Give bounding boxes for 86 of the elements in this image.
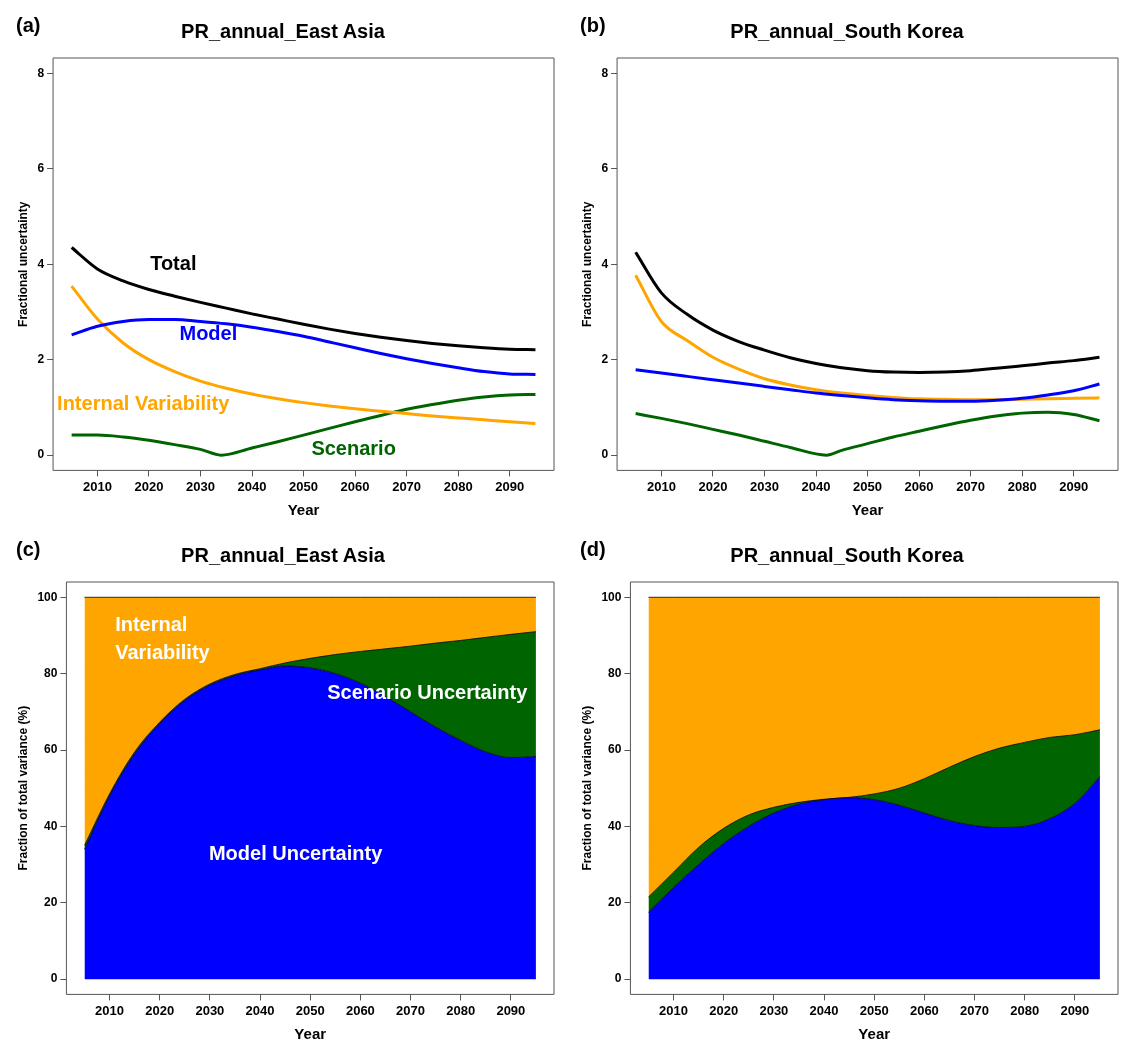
text: (a) — [16, 13, 41, 36]
series-label: Model — [179, 321, 238, 344]
chart-title: PR_annual_East Asia — [181, 543, 386, 566]
y-tick-label: 80 — [608, 665, 622, 680]
x-tick-label: 2060 — [340, 478, 370, 494]
x-axis-title: Year — [851, 501, 884, 519]
x-tick-label: 2080 — [443, 478, 473, 494]
y-tick-label: 6 — [601, 161, 609, 176]
series-label: Model Uncertainty — [208, 841, 384, 864]
x-tick-label: 2020 — [698, 478, 728, 494]
x-axis-title: Year — [287, 501, 320, 519]
x-tick-label: 2010 — [646, 478, 676, 494]
y-axis-title: Fractional uncertainty — [579, 201, 594, 327]
x-tick-label: 2060 — [904, 478, 934, 494]
line-series — [634, 410, 1101, 457]
x-tick-label: 2050 — [289, 478, 318, 494]
line-series — [70, 245, 537, 352]
y-tick-label: 100 — [601, 589, 622, 604]
x-tick-label: 2030 — [195, 1002, 225, 1018]
series-label: Internal Variability — [115, 613, 211, 664]
x-tick-label: 2070 — [392, 478, 422, 494]
x-tick-label: 2020 — [709, 1002, 739, 1018]
y-tick-label: 100 — [37, 589, 58, 604]
x-tick-label: 2080 — [1007, 478, 1037, 494]
x-tick-label: 2020 — [134, 478, 164, 494]
y-tick-label: 8 — [601, 65, 609, 80]
line-series — [634, 250, 1101, 375]
x-tick-label: 2030 — [759, 1002, 789, 1018]
x-tick-label: 2090 — [496, 1002, 526, 1018]
series-label: Scenario — [311, 437, 396, 460]
x-tick-label: 2090 — [1059, 478, 1089, 494]
y-tick-label: 6 — [37, 161, 45, 176]
y-axis-title: Fractional uncertainty — [15, 201, 30, 327]
line-series — [634, 368, 1101, 403]
y-tick-label: 40 — [44, 818, 58, 833]
x-tick-label: 2070 — [960, 1002, 989, 1018]
y-tick-label: 2 — [601, 351, 609, 366]
chart-title: PR_annual_East Asia — [181, 19, 386, 42]
x-tick-label: 2070 — [396, 1002, 425, 1018]
line-series — [70, 318, 537, 376]
text: (c) — [16, 537, 41, 560]
y-tick-label: 20 — [608, 895, 622, 910]
x-tick-label: 2090 — [495, 478, 525, 494]
x-tick-label: 2010 — [95, 1002, 125, 1018]
x-tick-label: 2050 — [859, 1002, 889, 1018]
chart-title: PR_annual_South Korea — [730, 543, 965, 566]
x-tick-label: 2010 — [659, 1002, 689, 1018]
x-tick-label: 2030 — [186, 478, 215, 494]
x-tick-label: 2040 — [801, 478, 831, 494]
text: (b) — [580, 13, 606, 36]
y-tick-label: 0 — [614, 971, 622, 986]
y-tick-label: 40 — [608, 818, 622, 833]
y-tick-label: 20 — [44, 895, 58, 910]
x-tick-label: 2010 — [82, 478, 112, 494]
x-tick-label: 2040 — [237, 478, 267, 494]
x-tick-label: 2040 — [245, 1002, 275, 1018]
x-tick-label: 2030 — [750, 478, 779, 494]
x-tick-label: 2080 — [446, 1002, 476, 1018]
y-axis-title: Fraction of total variance (%) — [579, 705, 594, 871]
line-series — [634, 273, 1101, 402]
x-axis-title: Year — [858, 1025, 891, 1043]
x-tick-label: 2060 — [345, 1002, 375, 1018]
y-tick-label: 60 — [44, 742, 58, 757]
x-tick-label: 2050 — [853, 478, 882, 494]
y-tick-label: 0 — [37, 447, 45, 462]
y-tick-label: 0 — [50, 971, 58, 986]
y-axis-title: Fraction of total variance (%) — [15, 705, 30, 871]
y-tick-label: 4 — [37, 256, 45, 271]
y-tick-label: 80 — [44, 665, 58, 680]
y-tick-label: 8 — [37, 65, 45, 80]
x-tick-label: 2070 — [956, 478, 986, 494]
y-tick-label: 4 — [601, 256, 609, 271]
x-tick-label: 2060 — [909, 1002, 939, 1018]
series-label: Internal Variability — [57, 391, 231, 414]
text: (d) — [580, 537, 606, 560]
x-tick-label: 2080 — [1010, 1002, 1040, 1018]
x-tick-label: 2050 — [295, 1002, 325, 1018]
y-tick-label: 2 — [37, 351, 45, 366]
y-tick-label: 0 — [601, 447, 609, 462]
x-tick-label: 2090 — [1060, 1002, 1090, 1018]
y-tick-label: 60 — [608, 742, 622, 757]
series-label: Total — [150, 251, 197, 274]
x-tick-label: 2040 — [809, 1002, 839, 1018]
x-axis-title: Year — [294, 1025, 327, 1043]
x-tick-label: 2020 — [145, 1002, 175, 1018]
chart-title: PR_annual_South Korea — [730, 19, 965, 42]
